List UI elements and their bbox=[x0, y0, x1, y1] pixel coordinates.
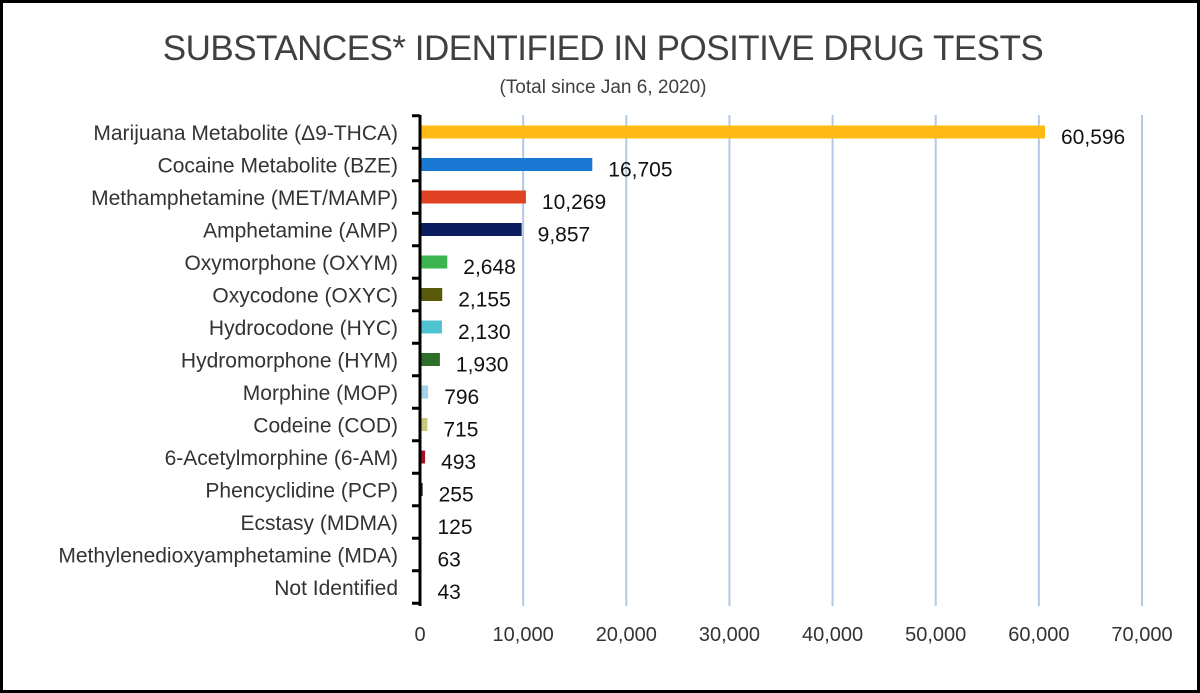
category-label: Morphine (MOP) bbox=[243, 382, 398, 405]
data-label: 10,269 bbox=[542, 191, 606, 214]
data-label: 796 bbox=[444, 386, 479, 409]
labels: 0 10,000 20,000 30,000 40,000 50,000 60,000 70,… bbox=[58, 122, 1172, 646]
data-label: 1,930 bbox=[456, 354, 509, 377]
category-label: Amphetamine (AMP) bbox=[203, 220, 398, 243]
category-label: Cocaine Metabolite (BZE) bbox=[158, 155, 398, 178]
bar bbox=[420, 125, 1046, 139]
bar bbox=[420, 190, 526, 204]
bar bbox=[420, 320, 442, 334]
data-label: 2,130 bbox=[458, 321, 511, 344]
category-label: 6-Acetylmorphine (6-AM) bbox=[165, 447, 398, 470]
data-label: 9,857 bbox=[538, 224, 591, 247]
bar bbox=[420, 385, 429, 399]
x-tick-label: 30,000 bbox=[699, 624, 760, 646]
chart-title: SUBSTANCES* IDENTIFIED IN POSITIVE DRUG … bbox=[162, 29, 1044, 68]
data-label: 16,705 bbox=[608, 159, 672, 182]
x-tick-label: 0 bbox=[414, 624, 425, 646]
category-label: Ecstasy (MDMA) bbox=[241, 512, 399, 535]
x-tick-label: 40,000 bbox=[802, 624, 863, 646]
category-label: Hydrocodone (HYC) bbox=[209, 317, 398, 340]
data-label: 125 bbox=[438, 516, 473, 539]
data-label: 493 bbox=[441, 451, 476, 474]
bar bbox=[420, 288, 443, 301]
category-label: Marijuana Metabolite (Δ9-THCA) bbox=[93, 122, 398, 145]
category-label: Phencyclidine (PCP) bbox=[205, 480, 398, 503]
category-label: Oxycodone (OXYC) bbox=[212, 285, 398, 308]
category-label: Oxymorphone (OXYM) bbox=[184, 252, 398, 275]
x-tick-label: 10,000 bbox=[493, 624, 554, 646]
bar bbox=[420, 255, 448, 269]
category-label: Not Identified bbox=[274, 577, 398, 600]
chart-subtitle: (Total since Jan 6, 2020) bbox=[499, 77, 707, 98]
category-label: Codeine (COD) bbox=[253, 415, 398, 438]
x-tick-label: 60,000 bbox=[1008, 624, 1069, 646]
category-label: Hydromorphone (HYM) bbox=[181, 350, 398, 373]
data-label: 2,155 bbox=[458, 289, 511, 312]
y-axis bbox=[412, 114, 422, 606]
x-tick-label: 20,000 bbox=[596, 624, 657, 646]
data-label: 2,648 bbox=[463, 256, 516, 279]
category-label: Methamphetamine (MET/MAMP) bbox=[91, 187, 398, 210]
bar bbox=[420, 158, 593, 171]
bar bbox=[420, 223, 522, 236]
data-label: 255 bbox=[439, 484, 474, 507]
bar bbox=[420, 418, 428, 431]
bars bbox=[420, 125, 1046, 594]
category-label: Methylenedioxyamphetamine (MDA) bbox=[58, 545, 398, 568]
x-tick-label: 50,000 bbox=[905, 624, 966, 646]
bar bbox=[420, 450, 426, 464]
x-tick-label: 70,000 bbox=[1111, 624, 1172, 646]
data-label: 715 bbox=[443, 419, 478, 442]
bar bbox=[420, 353, 440, 366]
data-label: 60,596 bbox=[1061, 126, 1125, 149]
gridlines bbox=[522, 115, 1143, 606]
data-label: 63 bbox=[438, 549, 461, 572]
data-label: 43 bbox=[438, 581, 461, 604]
